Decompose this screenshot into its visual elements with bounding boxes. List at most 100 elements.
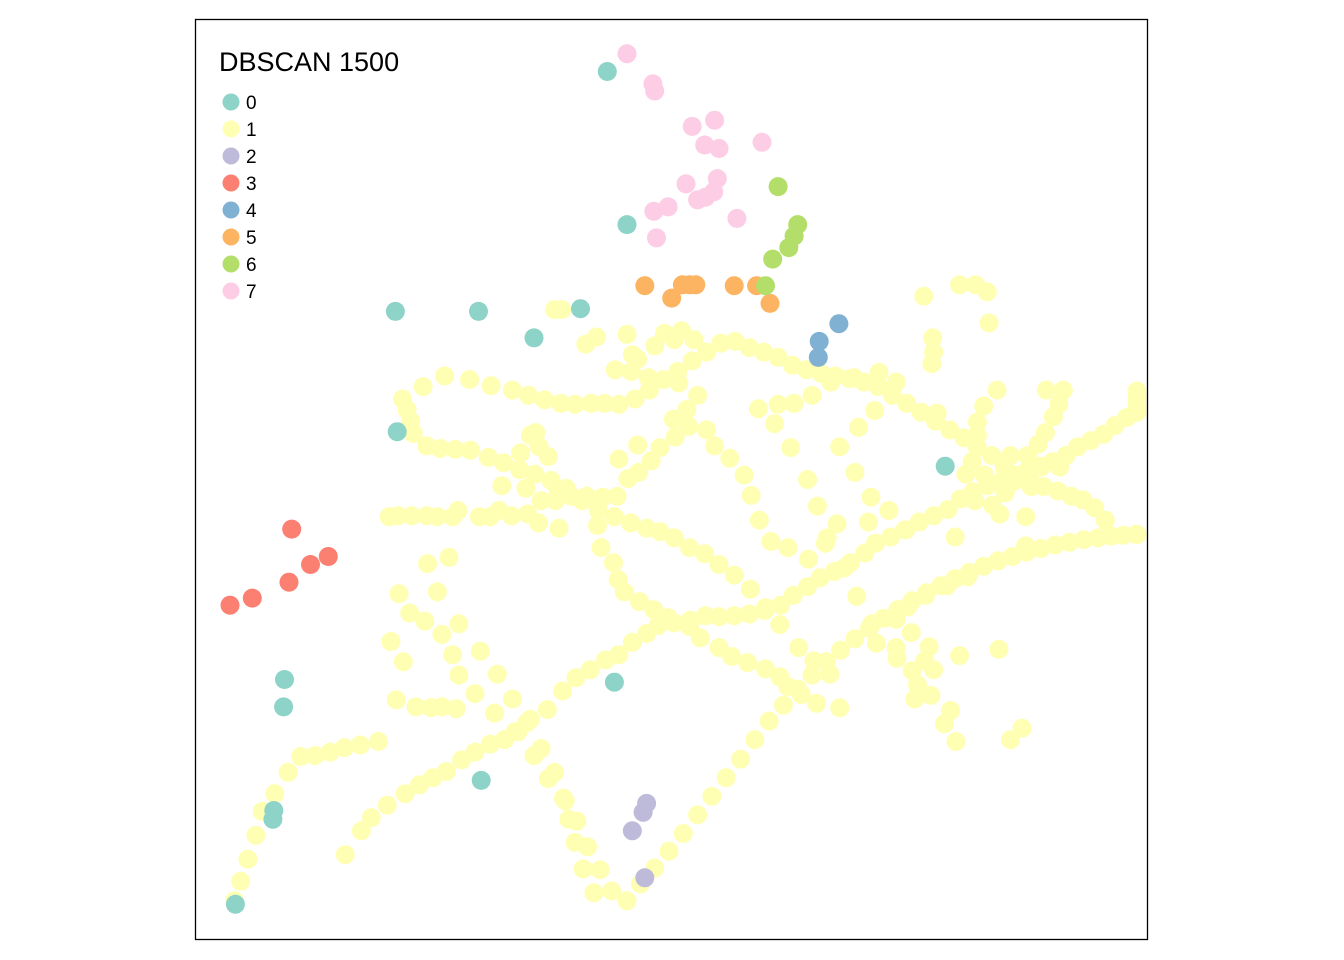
point-cluster-7-12 [688, 190, 708, 210]
legend-key-5 [222, 228, 240, 246]
point-cluster-1-105 [531, 491, 551, 511]
point-cluster-1-374 [866, 533, 885, 553]
point-cluster-1-79 [861, 487, 881, 507]
point-cluster-1-329 [291, 747, 311, 766]
point-cluster-1-150 [591, 538, 611, 558]
point-cluster-0-1 [617, 215, 637, 235]
point-cluster-1-375 [881, 527, 901, 547]
point-cluster-1-56 [921, 685, 941, 705]
point-cluster-1-265 [443, 645, 463, 665]
point-cluster-1-50 [989, 639, 1009, 659]
point-cluster-1-173 [740, 579, 760, 599]
point-cluster-1-340 [377, 795, 397, 815]
point-cluster-1-54 [946, 732, 966, 751]
point-cluster-1-189 [494, 453, 514, 473]
point-cluster-1-302 [974, 556, 994, 576]
point-cluster-1-214 [668, 362, 688, 381]
point-cluster-1-276 [602, 881, 622, 901]
point-cluster-1-26 [974, 396, 994, 416]
point-cluster-1-191 [461, 440, 480, 460]
point-cluster-1-52 [1012, 718, 1032, 738]
point-cluster-1-308 [1060, 532, 1079, 552]
point-cluster-4-1 [809, 331, 829, 351]
point-cluster-1-183 [588, 501, 608, 520]
point-cluster-1-320 [406, 697, 426, 717]
point-cluster-1-268 [485, 703, 505, 723]
point-cluster-1-14 [1018, 446, 1037, 466]
point-cluster-1-326 [334, 738, 354, 758]
legend-title: DBSCAN 1500 [219, 47, 399, 77]
legend-key-1 [222, 120, 240, 138]
point-cluster-1-147 [545, 300, 564, 320]
point-cluster-1-158 [690, 628, 710, 648]
point-cluster-1-230 [897, 393, 917, 413]
point-cluster-1-299 [931, 576, 951, 596]
point-cluster-1-325 [351, 735, 370, 755]
point-cluster-0-6 [387, 422, 407, 442]
point-cluster-1-381 [963, 482, 983, 502]
point-cluster-1-66 [765, 414, 784, 434]
point-cluster-1-11 [1043, 407, 1063, 427]
point-cluster-5-4 [662, 288, 682, 308]
point-cluster-1-4 [979, 313, 999, 333]
point-cluster-1-324 [368, 732, 388, 751]
point-cluster-1-148 [526, 423, 546, 443]
point-cluster-1-227 [854, 372, 874, 392]
point-cluster-1-218 [725, 331, 745, 351]
point-cluster-1-222 [782, 355, 802, 375]
point-cluster-1-318 [393, 652, 413, 672]
point-cluster-1-139 [684, 330, 704, 350]
point-cluster-1-245 [1095, 510, 1115, 530]
point-cluster-1-282 [688, 805, 708, 825]
point-cluster-3-2 [318, 547, 338, 566]
point-cluster-1-351 [537, 700, 557, 720]
point-cluster-1-368 [783, 585, 803, 605]
point-cluster-1-349 [508, 722, 528, 742]
point-cluster-1-262 [400, 603, 420, 623]
point-cluster-1-119 [588, 516, 607, 535]
point-cluster-1-171 [770, 615, 790, 635]
point-cluster-1-366 [755, 601, 775, 620]
point-cluster-1-178 [664, 528, 684, 548]
point-cluster-1-99 [618, 469, 638, 489]
point-cluster-1-246 [439, 547, 459, 567]
point-cluster-1-0 [950, 275, 970, 295]
point-cluster-1-33 [1016, 507, 1036, 527]
point-cluster-1-161 [738, 653, 758, 673]
point-cluster-1-217 [711, 333, 731, 353]
point-cluster-1-228 [868, 377, 888, 397]
point-cluster-1-80 [879, 501, 899, 520]
point-cluster-1-180 [637, 518, 657, 538]
point-cluster-1-215 [682, 351, 702, 371]
point-cluster-1-128 [628, 435, 648, 455]
point-cluster-1-89 [741, 485, 761, 505]
point-cluster-1-118 [528, 513, 548, 533]
point-cluster-5-5 [724, 276, 744, 296]
point-cluster-1-225 [825, 366, 845, 386]
point-cluster-1-112 [417, 506, 437, 526]
point-cluster-1-295 [874, 608, 894, 628]
point-cluster-1-249 [449, 614, 469, 634]
point-cluster-1-377 [909, 512, 929, 532]
point-cluster-1-131 [688, 385, 708, 405]
point-cluster-1-185 [556, 478, 576, 498]
point-cluster-1-94 [679, 416, 699, 436]
point-cluster-1-378 [924, 506, 944, 526]
point-cluster-1-96 [650, 438, 670, 458]
point-cluster-1-305 [1017, 542, 1037, 562]
point-cluster-1-69 [784, 393, 804, 413]
point-cluster-7-6 [709, 139, 729, 158]
point-cluster-1-41 [901, 623, 921, 643]
point-cluster-0-7 [935, 456, 955, 476]
point-cluster-1-307 [1045, 535, 1065, 555]
plot-frame [194, 18, 1149, 941]
point-cluster-1-240 [1034, 477, 1054, 497]
point-cluster-1-229 [883, 385, 902, 405]
point-cluster-1-371 [824, 562, 844, 581]
point-cluster-1-372 [841, 553, 860, 573]
point-cluster-1-92 [705, 436, 725, 456]
point-cluster-1-177 [680, 538, 699, 558]
point-cluster-7-16 [647, 228, 666, 248]
legend-key-3 [222, 174, 240, 192]
point-cluster-1-236 [982, 446, 1002, 466]
